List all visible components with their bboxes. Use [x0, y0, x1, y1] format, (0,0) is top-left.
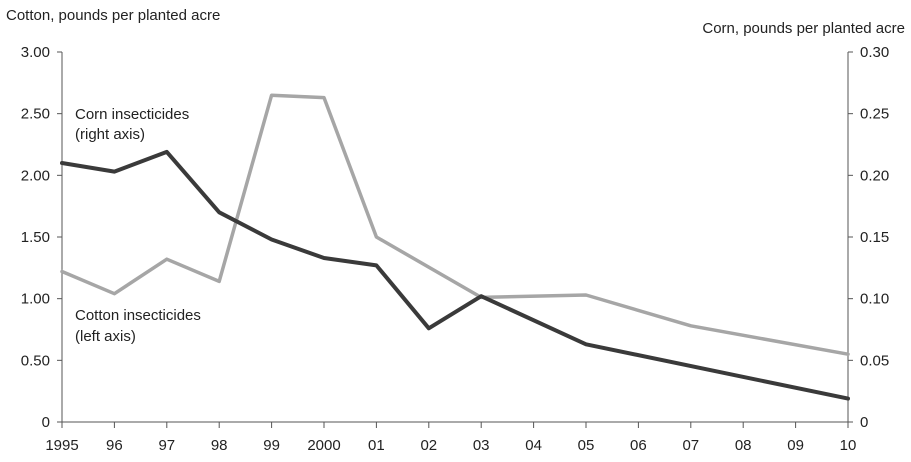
right-axis: 0.30 0.25 0.20 0.15 0.10 0.05 0 — [847, 44, 889, 431]
x-tick-label: 1995 — [45, 437, 78, 454]
x-tick-label: 03 — [473, 437, 490, 454]
left-axis: 3.00 2.50 2.00 1.50 1.00 0.50 0 — [21, 44, 63, 431]
x-tick-label: 04 — [525, 437, 542, 454]
left-tick-label: 2.00 — [21, 167, 50, 184]
cotton-insecticides-line — [60, 93, 850, 356]
left-axis-title: Cotton, pounds per planted acre — [6, 7, 220, 24]
x-tick-label: 09 — [787, 437, 804, 454]
corn-annotation-line1: Corn insecticides — [75, 106, 189, 123]
corn-insecticides-line — [60, 149, 850, 401]
x-tick-label: 10 — [840, 437, 857, 454]
cotton-annotation-line1: Cotton insecticides — [75, 307, 201, 324]
x-axis: 1995 96 97 98 99 2000 01 02 03 04 05 06 07 08 09 10 — [45, 421, 857, 454]
left-tick-label: 1.00 — [21, 291, 50, 308]
x-tick-label: 2000 — [307, 437, 340, 454]
x-tick-label: 96 — [106, 437, 123, 454]
x-tick-label: 98 — [211, 437, 228, 454]
right-tick-label: 0.30 — [860, 44, 889, 61]
right-tick-label: 0.25 — [860, 106, 889, 123]
right-tick-label: 0.10 — [860, 291, 889, 308]
left-tick-label: 3.00 — [21, 44, 50, 61]
x-tick-label: 97 — [158, 437, 175, 454]
right-tick-label: 0 — [860, 414, 868, 431]
left-tick-label: 2.50 — [21, 106, 50, 123]
left-tick-label: 0.50 — [21, 352, 50, 369]
right-tick-label: 0.20 — [860, 167, 889, 184]
left-tick-label: 1.50 — [21, 229, 50, 246]
x-tick-label: 02 — [420, 437, 437, 454]
x-tick-label: 08 — [735, 437, 752, 454]
right-axis-title: Corn, pounds per planted acre — [702, 20, 905, 37]
right-tick-label: 0.15 — [860, 229, 889, 246]
x-tick-label: 06 — [630, 437, 647, 454]
series-layer — [60, 93, 850, 401]
x-tick-label: 01 — [368, 437, 385, 454]
x-tick-label: 05 — [578, 437, 595, 454]
x-tick-label: 99 — [263, 437, 280, 454]
cotton-annotation-line2: (left axis) — [75, 328, 136, 345]
right-tick-label: 0.05 — [860, 352, 889, 369]
x-tick-label: 07 — [682, 437, 699, 454]
corn-annotation-line2: (right axis) — [75, 126, 145, 143]
left-tick-label: 0 — [42, 414, 50, 431]
